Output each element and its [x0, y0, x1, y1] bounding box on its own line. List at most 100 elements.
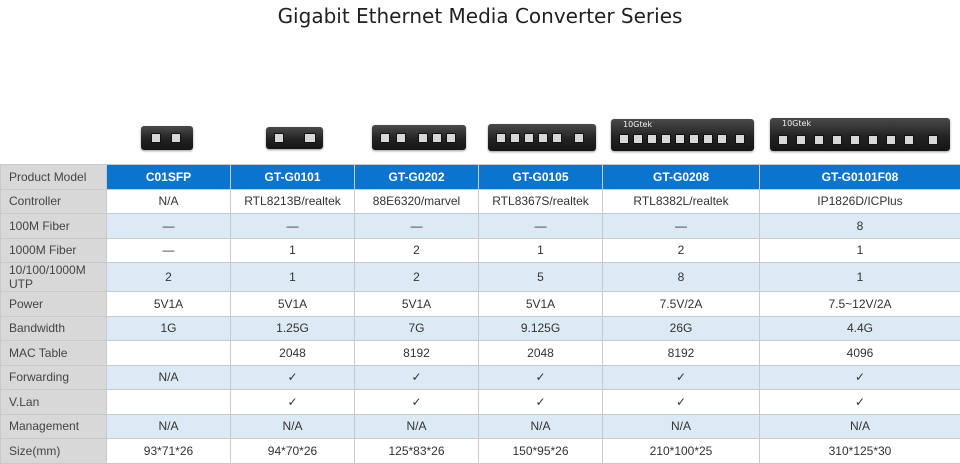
table-cell: 5V1A: [107, 292, 231, 317]
table-cell: [107, 341, 231, 366]
table-row: Management N/A N/A N/A N/A N/A N/A: [1, 414, 960, 439]
product-image-gt-g0208: 10Gtek: [611, 119, 754, 151]
table-cell: 1: [760, 263, 960, 292]
check-icon: ✓: [603, 390, 760, 415]
table-cell: —: [107, 214, 231, 239]
table-header-row: Product Model C01SFP GT-G0101 GT-G0202 G…: [1, 165, 960, 190]
table-cell: —: [479, 214, 603, 239]
table-row: Controller N/A RTL8213B/realtek 88E6320/…: [1, 189, 960, 214]
check-icon: ✓: [231, 365, 355, 390]
table-cell: RTL8213B/realtek: [231, 189, 355, 214]
table-cell: 150*95*26: [479, 439, 603, 464]
table-cell: 88E6320/marvel: [355, 189, 479, 214]
row-label: Power: [1, 292, 107, 317]
table-cell: 2048: [479, 341, 603, 366]
table-cell: 1: [231, 263, 355, 292]
table-cell: RTL8382L/realtek: [603, 189, 760, 214]
table-row: V.Lan ✓ ✓ ✓ ✓ ✓: [1, 390, 960, 415]
table-row: 1000M Fiber — 1 2 1 2 1: [1, 238, 960, 263]
spec-table: Product Model C01SFP GT-G0101 GT-G0202 G…: [0, 164, 960, 464]
table-cell: 5: [479, 263, 603, 292]
row-label: Management: [1, 414, 107, 439]
table-cell: 5V1A: [231, 292, 355, 317]
check-icon: ✓: [355, 390, 479, 415]
table-cell: 7G: [355, 316, 479, 341]
table-row: MAC Table 2048 8192 2048 8192 4096: [1, 341, 960, 366]
table-cell: 9.125G: [479, 316, 603, 341]
table-cell: 1: [479, 238, 603, 263]
table-cell: 2: [355, 263, 479, 292]
device-brand-label: 10Gtek: [782, 119, 811, 128]
table-cell: 8: [603, 263, 760, 292]
row-label: 10/100/1000M UTP: [1, 263, 107, 292]
table-cell: 210*100*25: [603, 439, 760, 464]
table-cell: —: [603, 214, 760, 239]
row-label: 100M Fiber: [1, 214, 107, 239]
row-label: Bandwidth: [1, 316, 107, 341]
column-header: GT-G0101F08: [760, 165, 960, 190]
table-cell: 2048: [231, 341, 355, 366]
table-cell: 310*125*30: [760, 439, 960, 464]
table-cell: N/A: [107, 414, 231, 439]
table-cell: —: [107, 238, 231, 263]
table-cell: N/A: [107, 189, 231, 214]
table-cell: 93*71*26: [107, 439, 231, 464]
column-header: GT-G0105: [479, 165, 603, 190]
table-cell: 8192: [355, 341, 479, 366]
table-cell: [107, 390, 231, 415]
column-header: Product Model: [1, 165, 107, 190]
row-label: MAC Table: [1, 341, 107, 366]
table-cell: 5V1A: [355, 292, 479, 317]
check-icon: ✓: [479, 390, 603, 415]
table-cell: 1: [231, 238, 355, 263]
table-cell: 94*70*26: [231, 439, 355, 464]
table-cell: —: [355, 214, 479, 239]
table-cell: 4.4G: [760, 316, 960, 341]
table-row: Forwarding N/A ✓ ✓ ✓ ✓ ✓: [1, 365, 960, 390]
column-header: GT-G0101: [231, 165, 355, 190]
column-header: GT-G0202: [355, 165, 479, 190]
product-image-c01sfp: [141, 126, 193, 150]
table-cell: 1.25G: [231, 316, 355, 341]
row-label: Size(mm): [1, 439, 107, 464]
table-cell: —: [231, 214, 355, 239]
product-image-gt-g0105: [488, 124, 596, 151]
table-cell: N/A: [760, 414, 960, 439]
table-cell: N/A: [355, 414, 479, 439]
table-row: 100M Fiber — — — — — 8: [1, 214, 960, 239]
product-image-gt-g0101: [266, 127, 323, 149]
product-image-gt-g0202: [372, 125, 466, 150]
table-cell: 4096: [760, 341, 960, 366]
table-cell: 7.5~12V/2A: [760, 292, 960, 317]
page-title: Gigabit Ethernet Media Converter Series: [0, 4, 960, 28]
table-row: Bandwidth 1G 1.25G 7G 9.125G 26G 4.4G: [1, 316, 960, 341]
table-cell: 2: [107, 263, 231, 292]
row-label: Controller: [1, 189, 107, 214]
table-cell: 1: [760, 238, 960, 263]
table-cell: 125*83*26: [355, 439, 479, 464]
check-icon: ✓: [603, 365, 760, 390]
check-icon: ✓: [760, 390, 960, 415]
table-cell: 8192: [603, 341, 760, 366]
device-brand-label: 10Gtek: [623, 120, 652, 129]
table-cell: 2: [603, 238, 760, 263]
table-cell: 5V1A: [479, 292, 603, 317]
check-icon: ✓: [760, 365, 960, 390]
table-row: Power 5V1A 5V1A 5V1A 5V1A 7.5V/2A 7.5~12…: [1, 292, 960, 317]
table-cell: 26G: [603, 316, 760, 341]
product-image-gt-g0101f08: 10Gtek: [770, 118, 950, 151]
column-header: C01SFP: [107, 165, 231, 190]
check-icon: ✓: [355, 365, 479, 390]
table-cell: 7.5V/2A: [603, 292, 760, 317]
table-cell: N/A: [231, 414, 355, 439]
check-icon: ✓: [479, 365, 603, 390]
table-cell: N/A: [107, 365, 231, 390]
table-cell: IP1826D/ICPlus: [760, 189, 960, 214]
column-header: GT-G0208: [603, 165, 760, 190]
row-label: 1000M Fiber: [1, 238, 107, 263]
table-cell: 8: [760, 214, 960, 239]
table-cell: 2: [355, 238, 479, 263]
row-label: V.Lan: [1, 390, 107, 415]
check-icon: ✓: [231, 390, 355, 415]
table-cell: N/A: [603, 414, 760, 439]
